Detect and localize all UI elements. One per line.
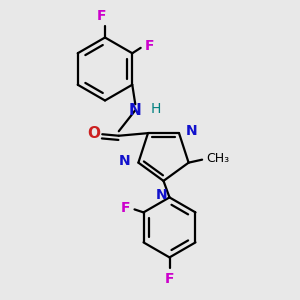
Text: F: F: [165, 272, 174, 286]
Text: N: N: [118, 154, 130, 168]
Text: F: F: [144, 39, 154, 53]
Text: N: N: [186, 124, 197, 138]
Text: F: F: [97, 8, 107, 22]
Text: CH₃: CH₃: [206, 152, 229, 165]
Text: N: N: [155, 188, 167, 203]
Text: H: H: [151, 102, 161, 116]
Text: F: F: [121, 201, 130, 215]
Text: N: N: [129, 103, 142, 118]
Text: O: O: [87, 125, 100, 140]
